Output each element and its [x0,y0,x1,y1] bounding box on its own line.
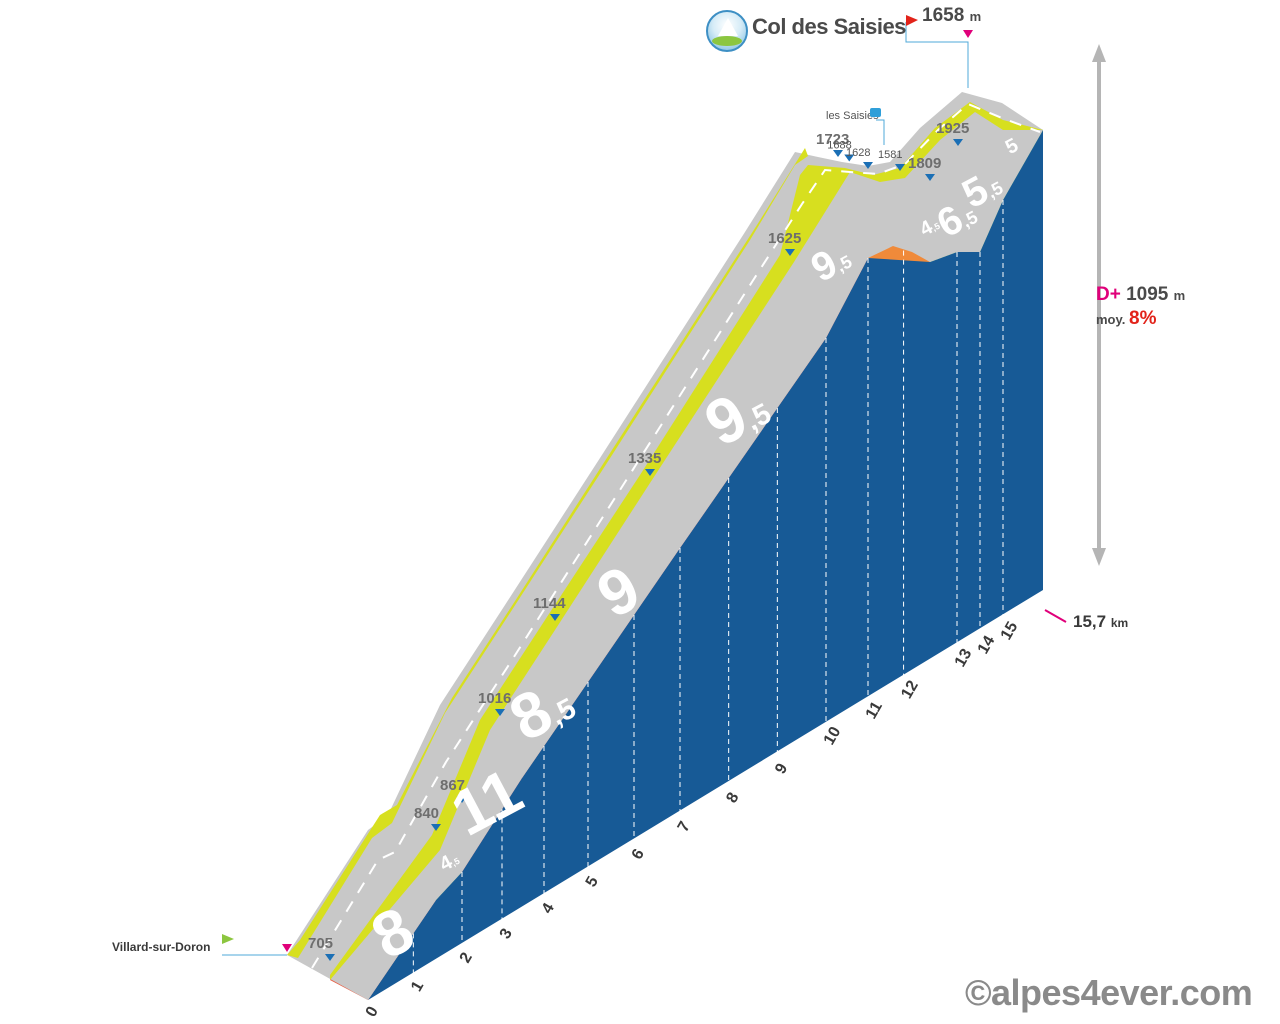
altitude-label-1016: 1016 [478,690,511,707]
profile-wall [368,130,1043,1000]
altitude-marker-icon [550,614,560,621]
start-marker-icon [282,944,292,952]
altitude-label-1144: 1144 [533,595,566,612]
km-dividers [412,200,1004,975]
altitude-marker-icon [895,164,905,171]
altitude-label-1335: 1335 [628,450,661,467]
x-tick-4: 4 [539,900,558,916]
site-credit: ©alpes4ever.com [965,972,1253,1013]
road-shoulder-left [287,148,808,958]
altitude-marker-icon [953,139,963,146]
altitude-label-1925: 1925 [936,120,969,137]
altitude-label-840: 840 [414,805,439,822]
total-distance-value: 15,7 [1073,612,1107,631]
altitude-marker-icon [844,154,855,162]
road-center-line [311,102,1041,969]
x-tick-13: 13 [952,646,976,670]
x-tick-10: 10 [821,724,845,748]
climb-logo-icon [706,10,748,52]
elevation-gain: D+ 1095 m [1096,284,1185,306]
elevation-gain-unit: m [1173,288,1186,303]
altitude-marker-icon [785,249,795,256]
x-tick-15: 15 [998,619,1022,643]
altitude-marker-icon [925,174,935,181]
summit-altitude-value: 1658 [922,5,965,26]
x-tick-14: 14 [975,633,999,657]
altitude-label-867: 867 [440,777,465,794]
altitude-label-1628: 1628 [846,147,870,159]
x-tick-0: 0 [363,1004,382,1020]
start-flag-icon [222,934,234,944]
x-tick-5: 5 [583,874,602,890]
altitude-label-1581: 1581 [878,149,902,161]
road-surface [287,92,1043,1000]
x-tick-9: 9 [772,761,791,777]
altitude-label-1723: 1723 [816,131,849,148]
arrow-up-icon [1092,44,1106,62]
average-grade: moy. 8% [1096,308,1156,330]
x-tick-11: 11 [863,699,886,722]
x-tick-6: 6 [629,846,648,862]
total-distance: 15,7 km [1073,612,1128,632]
summit-marker-icon [963,30,973,38]
elevation-gain-value: 1095 [1126,284,1169,305]
altitude-label-705: 705 [308,935,333,952]
altitude-marker-icon [863,162,873,169]
cable-car-icon [870,108,881,117]
altitude-marker-icon [495,709,505,716]
x-tick-3: 3 [497,926,516,942]
arrow-down-icon [1092,548,1106,566]
altitude-marker-icon [833,150,843,157]
elevation-gain-label: D+ [1096,284,1121,305]
road-shoulder-right [330,102,1043,980]
x-tick-1: 1 [408,978,427,994]
altitude-marker-icon [645,469,655,476]
distance-leader [1044,609,1067,623]
altitude-label-1809: 1809 [908,155,941,172]
climb-title: Col des Saisies [752,14,906,39]
poi-label: les Saisies [826,110,879,122]
altitude-label-1625: 1625 [768,230,801,247]
x-tick-8: 8 [723,790,742,806]
summit-altitude-unit: m [969,9,982,24]
average-grade-label: moy. [1096,312,1126,327]
x-tick-12: 12 [898,678,922,702]
summit-flag-icon [906,15,918,26]
altitude-marker-icon [325,954,335,961]
altitude-marker-icon [431,824,441,831]
total-distance-unit: km [1110,616,1129,630]
x-tick-2: 2 [457,950,476,966]
poi-leader [876,119,885,145]
x-tick-7: 7 [675,819,694,835]
average-grade-value: 8% [1129,308,1157,329]
summit-altitude: 1658 m [922,5,981,27]
summit-leader [905,22,969,88]
altitude-label-1688: 1688 [827,140,851,152]
start-location: Villard-sur-Doron [112,940,211,954]
altitude-marker-icon [457,796,467,803]
